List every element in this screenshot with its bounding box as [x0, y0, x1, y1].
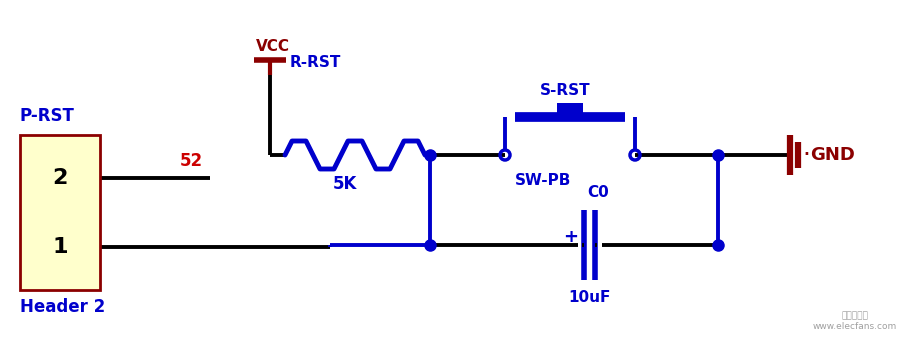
- Text: 2: 2: [52, 168, 68, 188]
- Text: 1: 1: [52, 237, 68, 257]
- Text: ·: ·: [801, 143, 809, 167]
- Text: C0: C0: [586, 185, 608, 200]
- Text: 10uF: 10uF: [568, 290, 610, 305]
- Text: VCC: VCC: [255, 39, 289, 54]
- Text: Header 2: Header 2: [20, 298, 105, 316]
- Bar: [556, 103, 583, 117]
- Text: P-RST: P-RST: [20, 107, 74, 125]
- Text: +: +: [562, 228, 577, 246]
- Text: 5K: 5K: [333, 175, 357, 193]
- Text: R-RST: R-RST: [289, 55, 341, 70]
- Text: 52: 52: [180, 152, 203, 171]
- Text: S-RST: S-RST: [539, 83, 590, 98]
- Text: SW-PB: SW-PB: [515, 173, 571, 188]
- Text: 电子发烧友
www.elecfans.com: 电子发烧友 www.elecfans.com: [812, 312, 896, 331]
- Text: GND: GND: [809, 146, 854, 164]
- Bar: [20, 135, 100, 290]
